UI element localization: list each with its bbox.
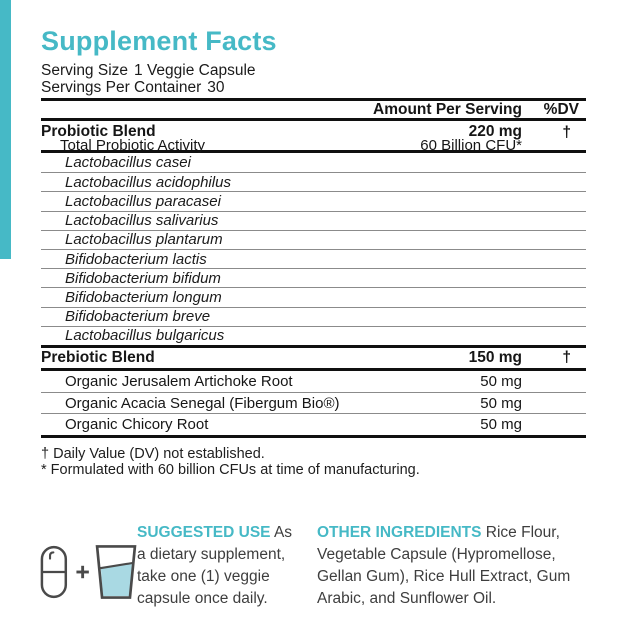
strain-row: Lactobacillus plantarum bbox=[41, 229, 586, 249]
prebiotic-item-row: Organic Jerusalem Artichoke Root 50 mg bbox=[41, 371, 586, 392]
prebiotic-item-list: Organic Jerusalem Artichoke Root 50 mg O… bbox=[41, 371, 586, 438]
ingredient-name: Organic Chicory Root bbox=[65, 416, 209, 434]
serving-size-label: Serving Size bbox=[41, 62, 129, 79]
other-ingredients-text: Rice Flour, Vegetable Capsule (Hypromell… bbox=[317, 524, 571, 607]
prebiotic-blend-row: Prebiotic Blend 150 mg † bbox=[41, 348, 586, 371]
total-probiotic-activity: Total Probiotic Activity bbox=[60, 137, 206, 154]
facts-header-row: Amount Per Serving %DV bbox=[41, 101, 586, 121]
prebiotic-item-row: Organic Acacia Senegal (Fibergum Bio®) 5… bbox=[41, 392, 586, 413]
prebiotic-dv: † bbox=[562, 348, 571, 366]
ingredient-name: Organic Jerusalem Artichoke Root bbox=[65, 373, 293, 391]
plus-icon bbox=[76, 565, 89, 579]
capsule-icon bbox=[40, 545, 68, 599]
prebiotic-item-row: Organic Chicory Root 50 mg bbox=[41, 413, 586, 434]
suggested-use-text: As a dietary supplement, take one (1) ve… bbox=[137, 524, 293, 607]
dv-header: %DV bbox=[543, 100, 579, 118]
probiotic-blend-name: Probiotic Blend bbox=[41, 123, 156, 140]
prebiotic-blend-name: Prebiotic Blend bbox=[41, 348, 155, 366]
strain-row: Lactobacillus casei bbox=[65, 154, 191, 172]
strain-row: Lactobacillus bulgaricus bbox=[41, 325, 586, 345]
ingredient-amount: 50 mg bbox=[480, 394, 522, 412]
usage-icons bbox=[40, 543, 137, 601]
serving-info: Serving Size 1 Veggie Capsule Servings Pe… bbox=[41, 62, 586, 97]
strain-row: Lactobacillus paracasei bbox=[41, 191, 586, 210]
other-ingredients-heading: OTHER INGREDIENTS bbox=[317, 524, 482, 541]
usage-section: SUGGESTED USE As a dietary supplement, t… bbox=[40, 522, 600, 610]
facts-table: Amount Per Serving %DV Probiotic Blend T… bbox=[41, 98, 586, 438]
servings-per-container-value: 30 bbox=[207, 78, 225, 96]
strain-row: Lactobacillus salivarius bbox=[41, 210, 586, 230]
strain-row: Bifidobacterium lactis bbox=[41, 248, 586, 268]
servings-per-container-line: Servings Per Container 30 bbox=[41, 78, 586, 97]
probiotic-blend-row: Probiotic Blend Total Probiotic Activity… bbox=[41, 121, 586, 153]
strain-row: Lactobacillus acidophilus bbox=[41, 172, 586, 191]
strain-row: Bifidobacterium longum bbox=[41, 287, 586, 306]
accent-side-bar bbox=[0, 0, 11, 259]
probiotic-amount: 220 mg bbox=[468, 123, 522, 140]
cfu-footnote: * Formulated with 60 billion CFUs at tim… bbox=[41, 462, 420, 479]
ingredient-amount: 50 mg bbox=[480, 416, 522, 434]
glass-of-water-icon bbox=[95, 545, 137, 599]
serving-size-line: Serving Size 1 Veggie Capsule bbox=[41, 62, 586, 80]
suggested-use-heading: SUGGESTED USE bbox=[137, 524, 271, 541]
strain-row: Bifidobacterium bifidum bbox=[41, 268, 586, 287]
page-title: Supplement Facts bbox=[41, 26, 277, 56]
footnotes: † Daily Value (DV) not established. * Fo… bbox=[41, 446, 586, 479]
servings-per-container-label: Servings Per Container bbox=[41, 78, 202, 96]
prebiotic-amount: 150 mg bbox=[468, 348, 522, 366]
probiotic-strain-list: Lactobacillus casei Lactobacillus acidop… bbox=[41, 153, 586, 348]
probiotic-dv: † bbox=[562, 124, 571, 141]
probiotic-cfu: 60 Billion CFU* bbox=[420, 137, 522, 154]
strain-row: Bifidobacterium breve bbox=[41, 306, 586, 326]
other-ingredients-block: OTHER INGREDIENTS Rice Flour, Vegetable … bbox=[317, 522, 587, 610]
serving-size-value: 1 Veggie Capsule bbox=[134, 62, 256, 79]
amount-per-serving-header: Amount Per Serving bbox=[373, 100, 522, 118]
suggested-use-block: SUGGESTED USE As a dietary supplement, t… bbox=[137, 522, 301, 610]
ingredient-amount: 50 mg bbox=[480, 373, 522, 391]
dv-footnote: † Daily Value (DV) not established. bbox=[41, 445, 265, 462]
ingredient-name: Organic Acacia Senegal (Fibergum Bio®) bbox=[65, 394, 340, 412]
